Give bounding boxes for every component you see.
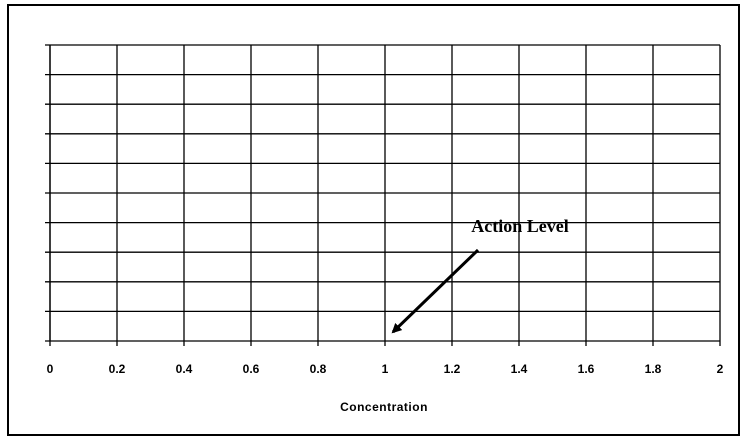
frame (7, 4, 740, 436)
x-tick-label: 0 (47, 362, 54, 376)
annotation: Action Level (471, 216, 568, 236)
x-tick-label: 1.8 (645, 362, 662, 376)
x-tick-label: 1.4 (511, 362, 528, 376)
x-tick-label: 0.4 (176, 362, 193, 376)
x-tick-label: 2 (717, 362, 724, 376)
x-tick-label: 1.2 (444, 362, 461, 376)
x-tick-label: 0.8 (310, 362, 327, 376)
x-axis-label: Concentration (340, 400, 428, 414)
annotation-arrow (391, 248, 480, 334)
x-tick-label: 0.6 (243, 362, 260, 376)
x-tick-label: 1 (382, 362, 389, 376)
x-tick-label: 1.6 (578, 362, 595, 376)
x-tick-label: 0.2 (109, 362, 126, 376)
